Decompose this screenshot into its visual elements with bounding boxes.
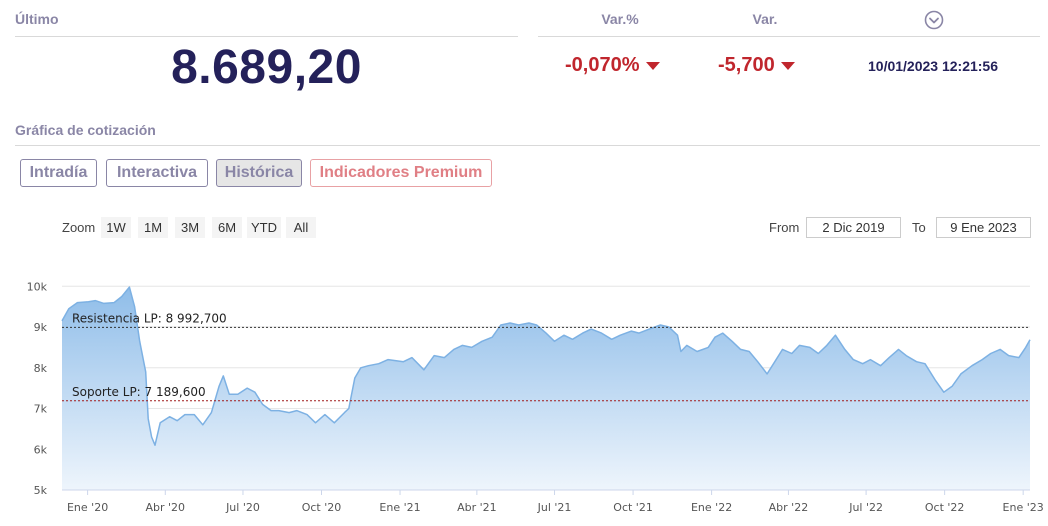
tab-intradia[interactable]: Intradía [20,159,97,187]
x-tick-label: Oct '20 [302,501,342,514]
tab-interactiva[interactable]: Interactiva [106,159,208,187]
down-triangle-icon [780,61,795,70]
resistance-label: Resistencia LP: 8 992,700 [72,311,227,325]
zoom-1m-button[interactable]: 1M [138,217,168,238]
y-tick-label: 6k [34,443,48,456]
zoom-label: Zoom [62,220,96,235]
x-tick-label: Abr '21 [457,501,497,514]
header-divider-left [15,36,518,37]
zoom-all-button[interactable]: All [286,217,316,238]
header-divider-right [538,36,1040,37]
y-tick-label: 8k [34,362,48,375]
section-divider [15,145,1040,146]
x-tick-label: Abr '20 [146,501,186,514]
tab-historica[interactable]: Histórica [216,159,302,187]
x-tick-label: Ene '23 [1003,501,1044,514]
section-title: Gráfica de cotización [15,122,156,138]
x-tick-label: Jul '21 [537,501,572,514]
price-area [62,287,1030,490]
zoom-3m-button[interactable]: 3M [175,217,205,238]
quote-datetime: 10/01/2023 12:21:56 [868,58,998,74]
x-tick-label: Ene '20 [67,501,108,514]
down-triangle-icon [645,61,660,70]
x-tick-label: Oct '21 [613,501,653,514]
last-price: 8.689,20 [171,41,362,94]
zoom-1w-button[interactable]: 1W [101,217,131,238]
x-tick-label: Ene '21 [379,501,420,514]
y-tick-label: 9k [34,321,48,334]
y-tick-label: 7k [34,403,48,416]
tab-indicadores-premium[interactable]: Indicadores Premium [310,159,492,187]
var-label: Var. [752,11,778,27]
y-tick-label: 10k [27,280,48,293]
var-pct-label: Var.% [601,11,639,27]
x-tick-label: Jul '22 [848,501,883,514]
x-tick-label: Abr '22 [769,501,809,514]
x-tick-label: Oct '22 [925,501,965,514]
last-label: Último [15,11,59,27]
from-label: From [769,220,800,235]
support-label: Soporte LP: 7 189,600 [72,385,206,399]
var-value-wrap: -5,700 [718,54,795,77]
var-pct-value: -0,070% [565,54,640,76]
to-label: To [912,220,926,235]
to-date-input[interactable]: 9 Ene 2023 [936,217,1031,238]
zoom-6m-button[interactable]: 6M [212,217,242,238]
zoom-ytd-button[interactable]: YTD [247,217,281,238]
y-tick-label: 5k [34,484,48,497]
chevron-down-circle-icon[interactable] [924,10,944,30]
x-tick-label: Jul '20 [225,501,260,514]
from-date-input[interactable]: 2 Dic 2019 [806,217,901,238]
var-pct-value-wrap: -0,070% [565,54,660,77]
price-line [61,286,1031,446]
x-tick-label: Ene '22 [691,501,732,514]
var-value: -5,700 [718,54,775,76]
